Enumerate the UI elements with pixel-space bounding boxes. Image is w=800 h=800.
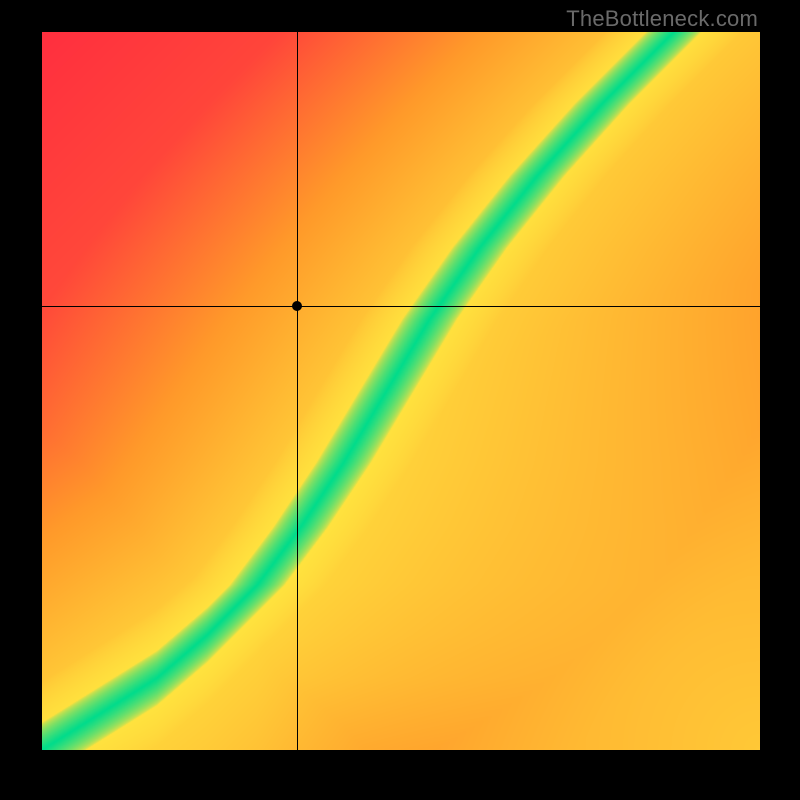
watermark: TheBottleneck.com <box>566 6 758 32</box>
crosshair-vertical <box>297 32 298 750</box>
heatmap-canvas <box>42 32 760 750</box>
crosshair-horizontal <box>42 306 760 307</box>
bottleneck-plot <box>42 32 760 750</box>
current-point-marker <box>292 301 302 311</box>
